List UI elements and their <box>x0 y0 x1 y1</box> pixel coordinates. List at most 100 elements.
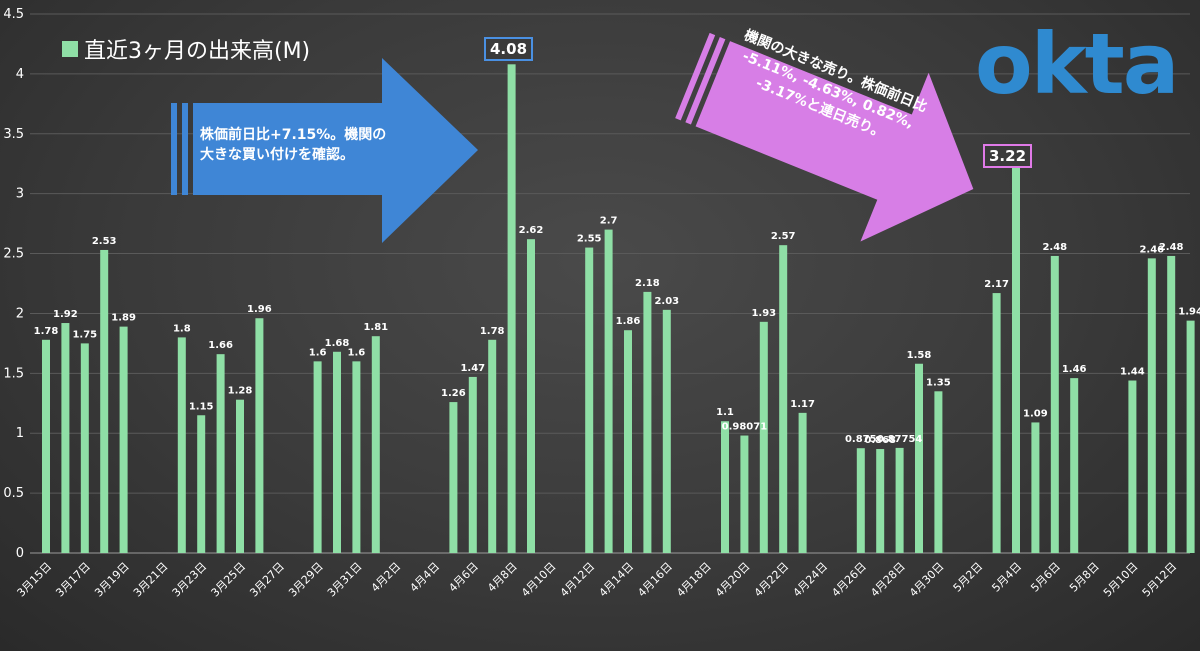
volume-bar <box>507 64 516 553</box>
y-tick-label: 1.5 <box>3 366 24 381</box>
buy-annotation-line2: 大きな買い付けを確認。 <box>200 147 354 163</box>
bar-value-label: 1.44 <box>1120 367 1145 378</box>
bar-value-label: 1.78 <box>480 326 505 337</box>
bar-value-label: 1.6 <box>348 347 366 358</box>
volume-bar <box>236 399 244 553</box>
x-tick-label: 4月28日 <box>868 560 908 600</box>
volume-bar <box>1070 378 1079 553</box>
bar-value-label: 1.66 <box>208 340 233 351</box>
volume-bar <box>61 323 70 553</box>
bar-value-label: 0.87754 <box>877 434 923 445</box>
bar-value-label: 2.62 <box>519 225 544 236</box>
x-tick-label: 4月16日 <box>635 560 675 600</box>
volume-bar <box>1031 422 1040 553</box>
bar-value-label: 1.09 <box>1023 408 1048 419</box>
bar-value-label: 2.46 <box>1139 244 1164 255</box>
bar-value-label: 0.868 <box>864 435 896 446</box>
volume-bar <box>42 339 50 553</box>
volume-bar <box>1147 258 1156 553</box>
volume-bar <box>197 415 206 553</box>
bar-value-label: 1.17 <box>790 399 815 410</box>
x-tick-label: 3月15日 <box>15 560 55 600</box>
volume-bar <box>468 376 477 553</box>
okta-logo: okta <box>975 15 1179 113</box>
bar-value-label: 1.58 <box>907 350 932 361</box>
volume-bar <box>643 291 652 553</box>
x-tick-label: 3月17日 <box>53 560 93 600</box>
x-tick-label: 4月10日 <box>519 560 559 600</box>
y-tick-label: 2.5 <box>3 247 24 262</box>
volume-bar <box>604 229 613 553</box>
volume-bar <box>177 337 186 553</box>
volume-bar <box>740 435 749 553</box>
volume-bar <box>333 351 341 553</box>
bar-value-label: 1.75 <box>72 329 97 340</box>
bar-value-label: 2.55 <box>577 234 602 245</box>
x-tick-label: 3月19日 <box>92 560 132 600</box>
volume-bar <box>119 326 128 553</box>
bar-value-label: 2.53 <box>92 236 117 247</box>
bar-value-label: 2.57 <box>771 231 796 242</box>
volume-bar <box>1186 320 1195 553</box>
volume-bar <box>876 449 885 553</box>
bar-value-label: 1.26 <box>441 388 466 399</box>
bar-value-label: 1.47 <box>460 363 485 374</box>
x-tick-label: 3月23日 <box>170 560 210 600</box>
volume-bar <box>1050 255 1059 553</box>
x-tick-label: 4月4日 <box>407 560 442 595</box>
x-tick-label: 5月6日 <box>1028 560 1063 595</box>
volume-bar <box>779 245 788 553</box>
x-tick-label: 4月24日 <box>791 560 831 600</box>
buy-annotation-line1: 株価前日比+7.15%。機関の <box>200 127 387 143</box>
volume-bar <box>100 249 109 553</box>
x-tick-label: 3月25日 <box>209 560 249 600</box>
bar-value-label: 1.93 <box>751 308 776 319</box>
x-tick-label: 4月6日 <box>446 560 481 595</box>
volume-bar <box>527 239 535 553</box>
bar-value-label: 1.94 <box>1178 307 1200 318</box>
bar-value-label: 2.18 <box>635 278 660 289</box>
volume-bar <box>721 421 729 553</box>
x-tick-label: 4月20日 <box>713 560 753 600</box>
x-tick-label: 3月29日 <box>286 560 326 600</box>
volume-bar <box>80 343 89 553</box>
bar-value-label: 1.92 <box>53 309 78 320</box>
bar-value-label: 1.81 <box>363 322 388 333</box>
bar-value-label: 1.1 <box>716 407 734 418</box>
x-tick-label: 3月31日 <box>325 560 365 600</box>
volume-bar <box>1012 167 1020 553</box>
x-tick-label: 4月26日 <box>829 560 869 600</box>
peak-volume-callout: 4.08 <box>484 37 534 61</box>
x-tick-label: 4月14日 <box>597 560 637 600</box>
bar-value-label: 1.89 <box>111 313 136 324</box>
x-tick-label: 4月12日 <box>558 560 598 600</box>
volume-bar <box>313 361 322 553</box>
y-tick-label: 4.5 <box>3 7 24 22</box>
bar-value-label: 1.78 <box>34 326 59 337</box>
y-tick-label: 0 <box>16 546 24 561</box>
bar-value-label: 1.46 <box>1062 364 1087 375</box>
x-tick-label: 5月8日 <box>1067 560 1102 595</box>
volume-bar <box>488 339 497 553</box>
x-tick-label: 4月30日 <box>907 560 947 600</box>
legend-label: 直近3ヶ月の出来高(M) <box>84 39 311 64</box>
y-tick-label: 3.5 <box>3 127 24 142</box>
volume-bar <box>585 247 594 554</box>
x-tick-label: 5月10日 <box>1101 560 1141 600</box>
x-tick-label: 4月8日 <box>485 560 520 595</box>
volume-bar <box>255 318 264 553</box>
bar-value-label: 1.28 <box>228 386 253 397</box>
y-tick-label: 0.5 <box>3 486 24 501</box>
volume-bar <box>449 402 458 553</box>
bar-value-label: 2.17 <box>984 279 1009 290</box>
x-tick-label: 4月2日 <box>369 560 404 595</box>
x-tick-label: 4月22日 <box>752 560 792 600</box>
bar-value-label: 1.6 <box>309 347 327 358</box>
volume-bar <box>662 309 671 553</box>
volume-bar <box>352 361 361 553</box>
bar-value-label: 1.35 <box>926 377 951 388</box>
bar-value-label: 1.68 <box>325 338 350 349</box>
volume-bar <box>759 321 768 553</box>
buy-arrow <box>171 58 478 243</box>
